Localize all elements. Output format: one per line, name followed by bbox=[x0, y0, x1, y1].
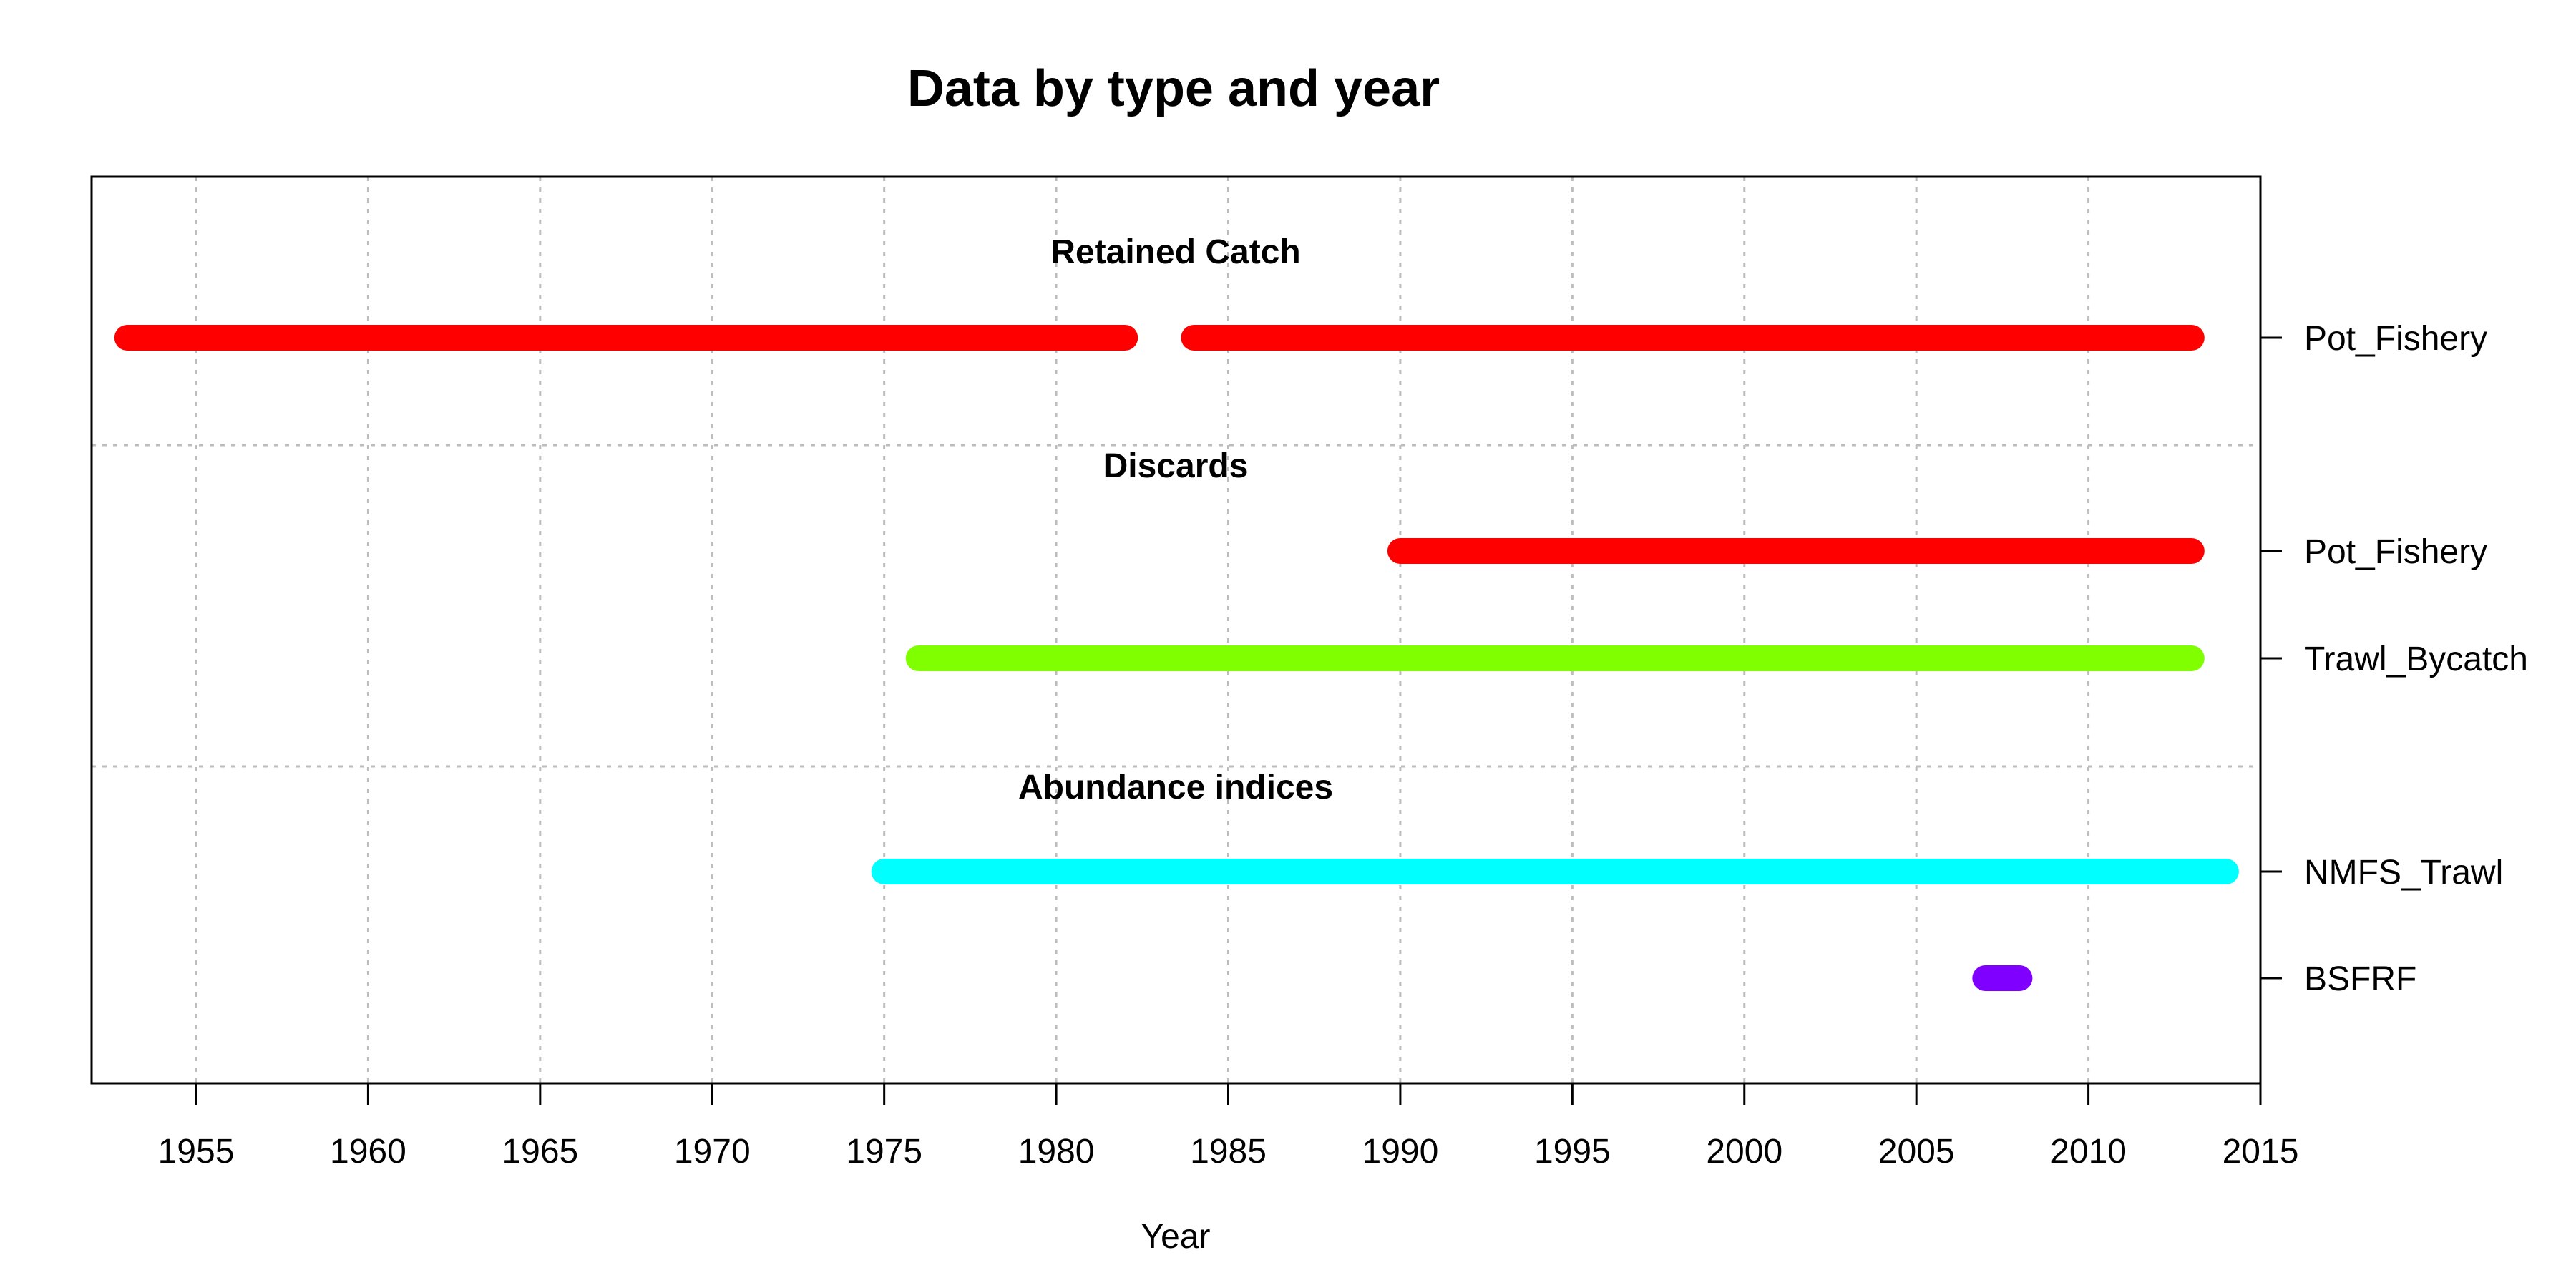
data-segments bbox=[114, 325, 2239, 991]
row-label: BSFRF bbox=[2304, 960, 2416, 998]
x-tick-label: 1980 bbox=[1018, 1133, 1095, 1171]
group-title: Abundance indices bbox=[1018, 769, 1333, 806]
row-label: NMFS_Trawl bbox=[2304, 854, 2503, 892]
x-tick-label: 1955 bbox=[158, 1133, 235, 1171]
x-axis-ticks: 1955 1960 1965 1970 1975 1980 1985 1990 1995 2000… bbox=[158, 1083, 2299, 1171]
x-tick-label: 2010 bbox=[2050, 1133, 2127, 1171]
x-tick-label: 1975 bbox=[846, 1133, 922, 1171]
row-label: Trawl_Bycatch bbox=[2304, 640, 2528, 678]
grid-lines bbox=[195, 177, 2090, 1083]
chart-title: Data by type and year bbox=[907, 60, 1440, 117]
x-tick-label: 2015 bbox=[2223, 1133, 2299, 1171]
group-titles: Retained Catch Discards Abundance indices bbox=[1018, 233, 1333, 806]
x-tick-label: 1970 bbox=[674, 1133, 751, 1171]
plot-frame bbox=[90, 175, 2262, 1085]
x-tick-label: 2005 bbox=[1878, 1133, 1955, 1171]
row-label: Pot_Fishery bbox=[2304, 533, 2487, 571]
row-labels: Pot_Fishery Pot_Fishery Trawl_Bycatch NMFS_… bbox=[2260, 320, 2528, 998]
x-tick-label: 1965 bbox=[502, 1133, 578, 1171]
x-tick-label: 1995 bbox=[1534, 1133, 1611, 1171]
group-title: Discards bbox=[1103, 447, 1249, 485]
x-axis-label: Year bbox=[1141, 1218, 1211, 1256]
x-tick-label: 1985 bbox=[1190, 1133, 1267, 1171]
row-label: Pot_Fishery bbox=[2304, 320, 2487, 358]
x-tick-label: 2000 bbox=[1706, 1133, 1782, 1171]
x-tick-label: 1960 bbox=[330, 1133, 406, 1171]
group-title: Retained Catch bbox=[1050, 233, 1300, 271]
x-tick-label: 1990 bbox=[1362, 1133, 1439, 1171]
group-separators bbox=[92, 444, 2260, 768]
